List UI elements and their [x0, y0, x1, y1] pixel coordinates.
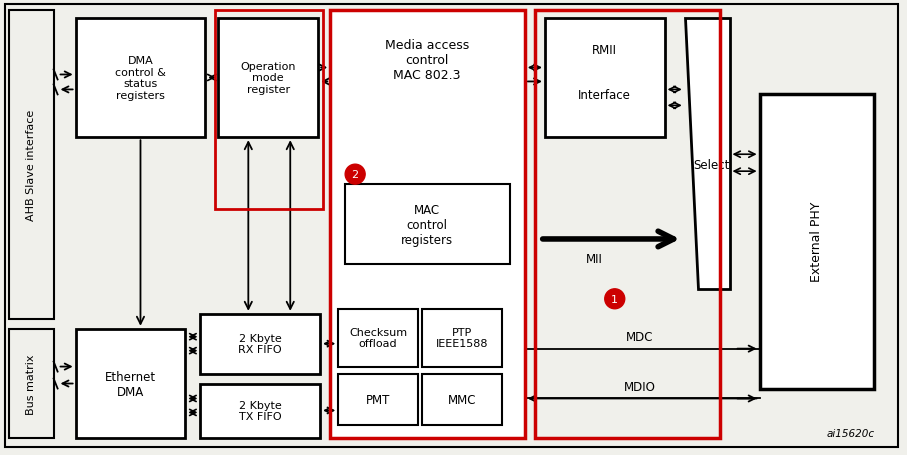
- Text: Ethernet
DMA: Ethernet DMA: [105, 370, 156, 398]
- Text: Bus matrix: Bus matrix: [25, 354, 35, 414]
- Bar: [330, 10, 525, 438]
- Bar: [759, 95, 874, 389]
- Bar: [215, 10, 323, 210]
- Bar: [330, 10, 525, 438]
- Bar: [422, 309, 502, 367]
- Text: MAC
control
registers: MAC control registers: [401, 203, 454, 246]
- Text: Interface: Interface: [579, 89, 631, 101]
- Bar: [338, 309, 418, 367]
- Polygon shape: [685, 19, 729, 289]
- Bar: [545, 19, 665, 138]
- Text: RMII: RMII: [592, 44, 618, 57]
- Bar: [219, 19, 318, 138]
- Text: Select: Select: [694, 158, 730, 172]
- Text: DMA
control &
status
registers: DMA control & status registers: [115, 56, 166, 101]
- Bar: [200, 384, 320, 438]
- Text: 2: 2: [352, 170, 358, 180]
- Bar: [75, 329, 185, 438]
- Bar: [200, 314, 320, 374]
- Text: ai15620c: ai15620c: [826, 429, 874, 438]
- Text: 2 Kbyte
TX FIFO: 2 Kbyte TX FIFO: [239, 400, 282, 421]
- Bar: [9, 10, 54, 319]
- Text: Media access
control
MAC 802.3: Media access control MAC 802.3: [385, 39, 469, 82]
- Bar: [535, 10, 719, 438]
- Bar: [346, 185, 510, 264]
- Text: 2 Kbyte
RX FIFO: 2 Kbyte RX FIFO: [239, 333, 282, 354]
- Text: MDIO: MDIO: [624, 380, 656, 393]
- Text: AHB Slave interface: AHB Slave interface: [25, 109, 35, 220]
- Text: Checksum
offload: Checksum offload: [349, 327, 407, 349]
- Bar: [9, 329, 54, 438]
- Text: MII: MII: [586, 253, 603, 266]
- Text: PMT: PMT: [366, 393, 390, 406]
- Text: MDC: MDC: [626, 330, 653, 344]
- Text: PTP
IEEE1588: PTP IEEE1588: [435, 327, 488, 349]
- Bar: [338, 374, 418, 425]
- Circle shape: [346, 165, 366, 185]
- Bar: [422, 374, 502, 425]
- Text: External PHY: External PHY: [810, 201, 823, 282]
- Text: Operation
mode
register: Operation mode register: [240, 62, 296, 95]
- Text: MMC: MMC: [448, 393, 476, 406]
- Text: 1: 1: [611, 294, 619, 304]
- Circle shape: [605, 289, 625, 309]
- Bar: [75, 19, 205, 138]
